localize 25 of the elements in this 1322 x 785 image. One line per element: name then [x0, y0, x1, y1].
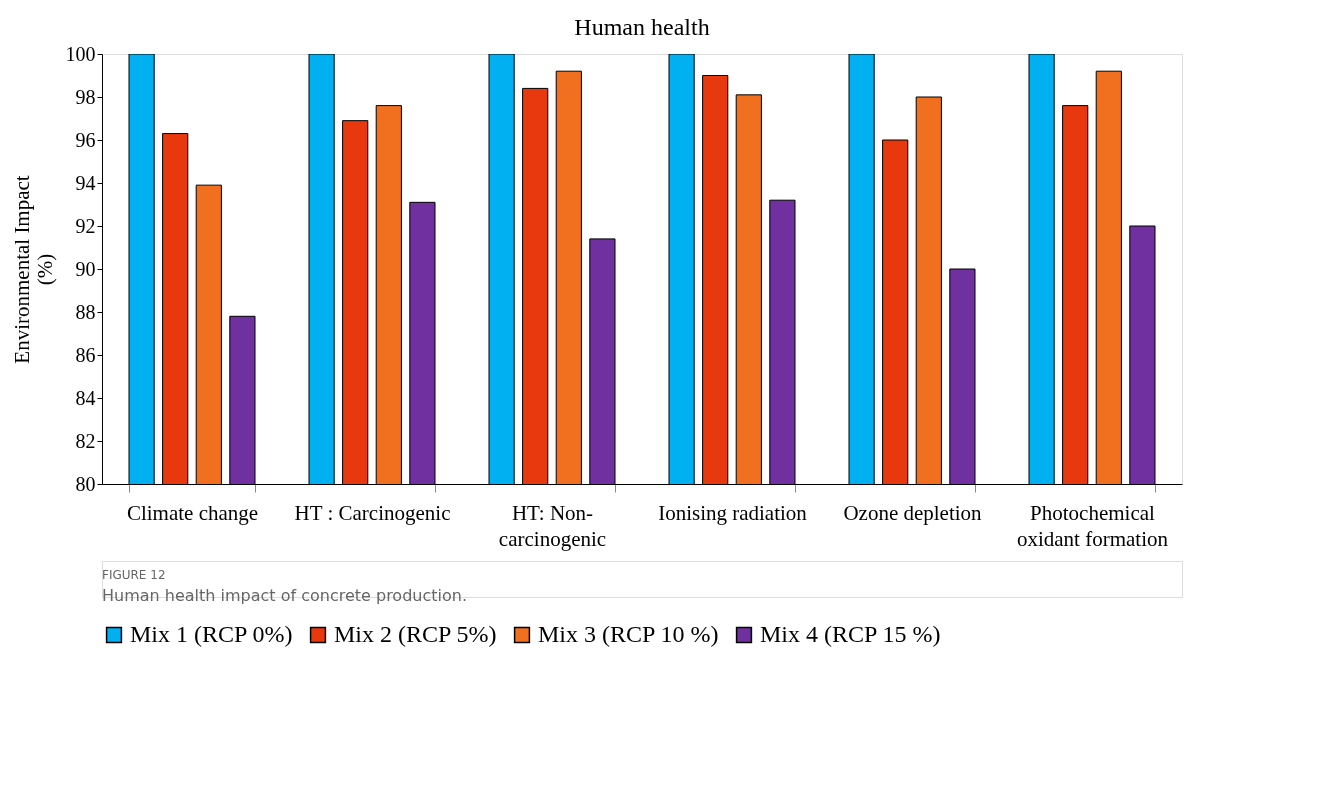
x-tick-label: Photochemical oxidant formation: [1016, 500, 1169, 551]
x-tick-label: Ionising radiation: [658, 500, 808, 525]
y-tick-label: 92: [75, 214, 96, 237]
legend-label: Mix 2 (RCP 5%): [334, 621, 497, 647]
y-tick-label: 80: [75, 472, 96, 495]
caption: FIGURE 12: [102, 568, 166, 582]
y-tick-label: 88: [75, 300, 96, 323]
legend-label: Mix 1 (RCP 0%): [130, 621, 293, 647]
x-tick-label: Climate change: [126, 500, 259, 525]
y-tick-label: 86: [75, 343, 96, 366]
y-tick-label: 84: [75, 386, 96, 409]
legend-label: Mix 3 (RCP 10 %): [538, 621, 719, 647]
x-tick-label: HT : Carcinogenic: [294, 500, 451, 525]
y-tick-label: 98: [75, 85, 96, 108]
x-tick-label: Ozone depletion: [843, 500, 983, 525]
text: Human health impact of concrete production.: [102, 586, 467, 605]
y-tick-label: 94: [75, 171, 96, 194]
y-tick-label: 100: [65, 42, 96, 65]
y-tick-label: 96: [75, 128, 96, 151]
chart-title: Human health: [574, 14, 710, 40]
y-tick-label: 82: [75, 429, 96, 452]
y-axis-title: Environmental Impact (%): [9, 175, 57, 364]
legend-label: Mix 4 (RCP 15 %): [760, 621, 941, 647]
x-tick-label: HT: Non- carcinogenic: [498, 500, 607, 551]
y-tick-label: 90: [75, 257, 96, 280]
